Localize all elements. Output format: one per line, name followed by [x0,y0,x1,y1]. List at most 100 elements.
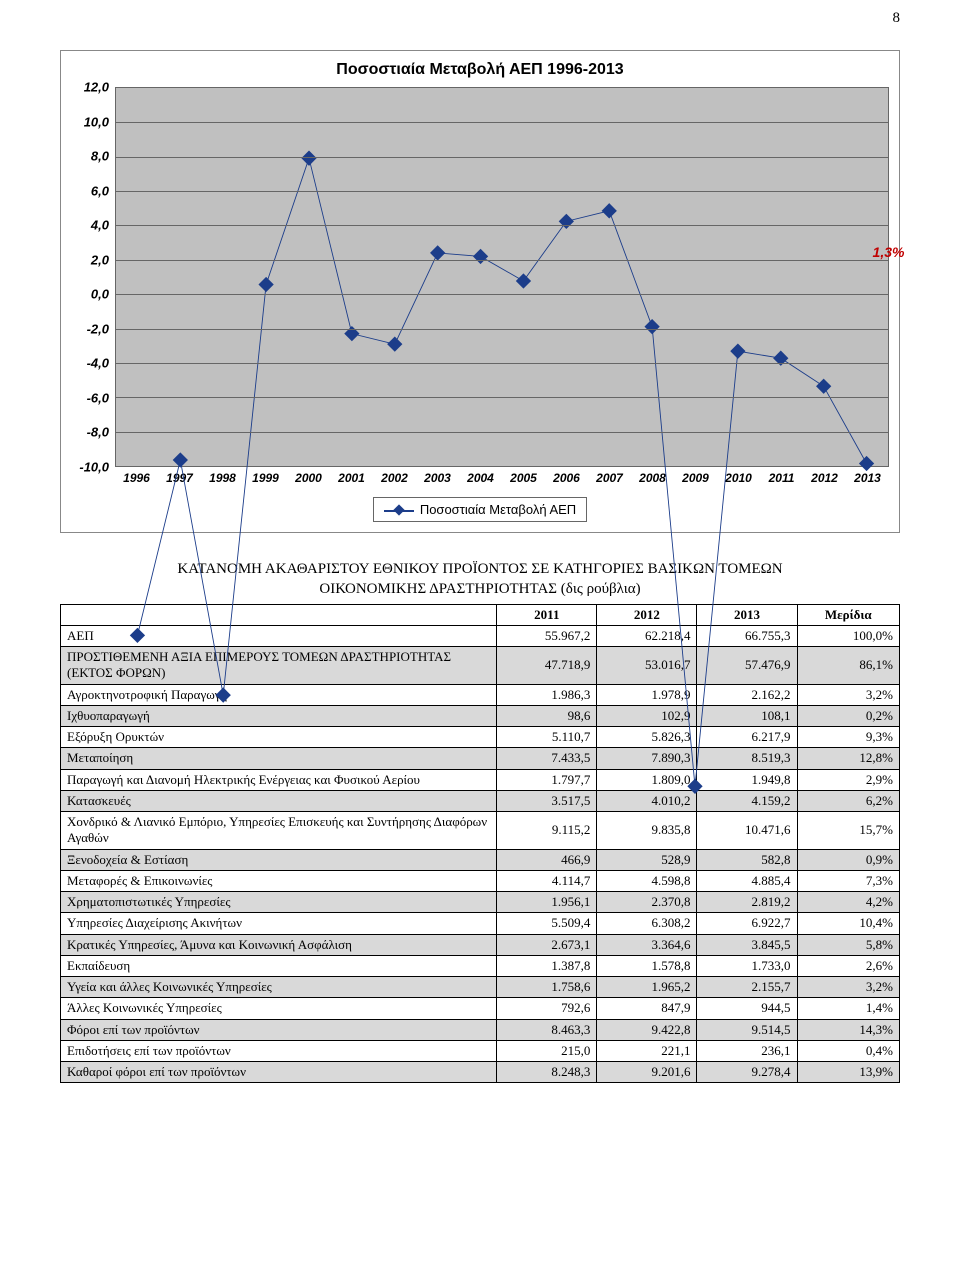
grid-line [116,432,888,433]
row-value: 1.733,0 [697,955,797,976]
table-row: Άλλες Κοινωνικές Υπηρεσίες792,6847,9944,… [61,998,900,1019]
data-marker [258,277,273,292]
y-tick-label: 12,0 [84,80,109,95]
row-value: 10,4% [797,913,899,934]
row-value: 1.965,2 [597,977,697,998]
grid-line [116,397,888,398]
row-label: Υπηρεσίες Διαχείρισης Ακινήτων [61,913,497,934]
row-value: 2.370,8 [597,892,697,913]
row-value: 6.308,2 [597,913,697,934]
row-label: Χρηματοπιστωτικές Υπηρεσίες [61,892,497,913]
data-marker [216,687,231,702]
chart-title: Ποσοστιαία Μεταβολή ΑΕΠ 1996-2013 [71,61,889,79]
row-value: 6.922,7 [697,913,797,934]
table-row: Υπηρεσίες Διαχείρισης Ακινήτων5.509,46.3… [61,913,900,934]
row-label: Κρατικές Υπηρεσίες, Άμυνα και Κοινωνική … [61,934,497,955]
table-row: Μεταφορές & Επικοινωνίες4.114,74.598,84.… [61,870,900,891]
row-value: 1,4% [797,998,899,1019]
data-marker [130,628,145,643]
data-marker [430,245,445,260]
y-tick-label: -4,0 [87,356,109,371]
table-row: Καθαροί φόροι επί των προϊόντων8.248,39.… [61,1062,900,1083]
row-value: 792,6 [497,998,597,1019]
grid-line [116,363,888,364]
row-value: 5.509,4 [497,913,597,934]
series-line [137,158,866,786]
data-marker [173,452,188,467]
row-label: Εκπαίδευση [61,955,497,976]
y-axis-labels: 12,010,08,06,04,02,00,0-2,0-4,0-6,0-8,0-… [71,87,115,467]
row-value: 8.248,3 [497,1062,597,1083]
row-value: 9.422,8 [597,1019,697,1040]
y-tick-label: 10,0 [84,114,109,129]
row-value: 3,2% [797,977,899,998]
page: 8 Ποσοστιαία Μεταβολή ΑΕΠ 1996-2013 12,0… [0,0,960,1123]
row-label: Φόροι επί των προϊόντων [61,1019,497,1040]
grid-line [116,329,888,330]
row-value: 944,5 [697,998,797,1019]
grid-line [116,294,888,295]
data-marker [387,337,402,352]
y-tick-label: 2,0 [91,252,109,267]
grid-line [116,225,888,226]
table-row: Επιδοτήσεις επί των προϊόντων215,0221,12… [61,1040,900,1061]
y-tick-label: -10,0 [79,460,109,475]
grid-line [116,191,888,192]
row-value: 4.885,4 [697,870,797,891]
row-label: Καθαροί φόροι επί των προϊόντων [61,1062,497,1083]
row-value: 1.956,1 [497,892,597,913]
row-value: 215,0 [497,1040,597,1061]
row-value: 4.598,8 [597,870,697,891]
y-tick-label: 6,0 [91,183,109,198]
data-marker [644,319,659,334]
gdp-chart: Ποσοστιαία Μεταβολή ΑΕΠ 1996-2013 12,0 10… [60,50,900,533]
row-value: 221,1 [597,1040,697,1061]
row-label: Υγεία και άλλες Κοινωνικές Υπηρεσίες [61,977,497,998]
grid-line [116,157,888,158]
row-value: 8.463,3 [497,1019,597,1040]
row-value: 3.364,6 [597,934,697,955]
row-label: Μεταφορές & Επικοινωνίες [61,870,497,891]
data-marker [730,344,745,359]
table-row: Εκπαίδευση1.387,81.578,81.733,02,6% [61,955,900,976]
data-marker [816,379,831,394]
row-label: Άλλες Κοινωνικές Υπηρεσίες [61,998,497,1019]
data-marker [473,249,488,264]
y-tick-label: 4,0 [91,218,109,233]
y-tick-label: -8,0 [87,425,109,440]
row-value: 2.673,1 [497,934,597,955]
chart-annotation: 1,3% [873,244,905,260]
row-value: 0,4% [797,1040,899,1061]
row-value: 9.201,6 [597,1062,697,1083]
data-marker [687,779,702,794]
line-series [116,88,888,860]
data-marker [602,203,617,218]
plot-area: 1,3% [115,87,889,467]
y-tick-label: -6,0 [87,390,109,405]
row-value: 847,9 [597,998,697,1019]
chart-area: 12,010,08,06,04,02,00,0-2,0-4,0-6,0-8,0-… [71,87,889,467]
row-value: 1.578,8 [597,955,697,976]
row-label: Επιδοτήσεις επί των προϊόντων [61,1040,497,1061]
row-value: 2.819,2 [697,892,797,913]
row-value: 4,2% [797,892,899,913]
row-value: 9.514,5 [697,1019,797,1040]
table-row: Υγεία και άλλες Κοινωνικές Υπηρεσίες1.75… [61,977,900,998]
grid-line [116,260,888,261]
grid-line [116,122,888,123]
row-value: 14,3% [797,1019,899,1040]
y-tick-label: -2,0 [87,321,109,336]
row-value: 9.278,4 [697,1062,797,1083]
data-marker [859,456,874,471]
row-value: 236,1 [697,1040,797,1061]
row-value: 5,8% [797,934,899,955]
row-value: 1.387,8 [497,955,597,976]
table-row: Φόροι επί των προϊόντων8.463,39.422,89.5… [61,1019,900,1040]
table-row: Χρηματοπιστωτικές Υπηρεσίες1.956,12.370,… [61,892,900,913]
data-marker [301,151,316,166]
table-row: Κρατικές Υπηρεσίες, Άμυνα και Κοινωνική … [61,934,900,955]
data-marker [516,273,531,288]
row-value: 7,3% [797,870,899,891]
row-value: 2,6% [797,955,899,976]
page-number: 8 [893,10,901,27]
